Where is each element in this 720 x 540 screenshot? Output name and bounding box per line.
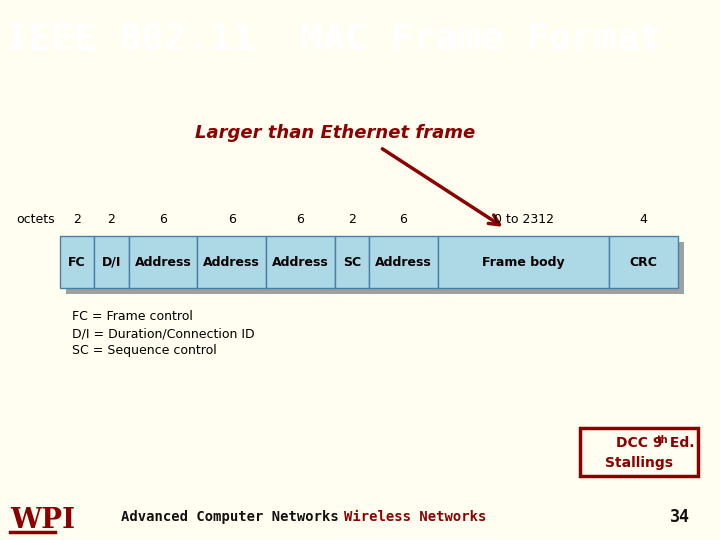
Text: CRC: CRC <box>630 256 657 269</box>
Text: 6: 6 <box>297 213 305 226</box>
Bar <box>438 237 609 288</box>
Bar <box>369 237 438 288</box>
Bar <box>60 237 94 288</box>
Text: D/I = Duration/Connection ID: D/I = Duration/Connection ID <box>72 327 255 340</box>
Text: 34: 34 <box>670 508 690 526</box>
Bar <box>609 237 678 288</box>
Text: 4: 4 <box>640 213 647 226</box>
FancyArrowPatch shape <box>382 149 500 225</box>
Text: Stallings: Stallings <box>605 456 673 470</box>
Bar <box>266 237 335 288</box>
Text: th: th <box>657 435 669 445</box>
Text: 0 to 2312: 0 to 2312 <box>493 213 554 226</box>
Text: D/I: D/I <box>102 256 121 269</box>
Bar <box>94 237 129 288</box>
Text: Address: Address <box>375 256 432 269</box>
Text: 2: 2 <box>73 213 81 226</box>
Bar <box>197 237 266 288</box>
Text: WPI: WPI <box>10 507 75 534</box>
Bar <box>580 428 698 476</box>
Text: IEEE 802.11  MAC Frame Format: IEEE 802.11 MAC Frame Format <box>6 23 662 59</box>
Text: FC: FC <box>68 256 86 269</box>
Text: Frame body: Frame body <box>482 256 564 269</box>
Text: FC = Frame control: FC = Frame control <box>72 310 193 323</box>
Text: 6: 6 <box>228 213 235 226</box>
Text: Wireless Networks: Wireless Networks <box>344 510 486 524</box>
Text: 2: 2 <box>348 213 356 226</box>
Text: Ed.: Ed. <box>665 436 695 450</box>
Text: 6: 6 <box>400 213 408 226</box>
Text: Address: Address <box>272 256 329 269</box>
Text: octets: octets <box>17 213 55 226</box>
Text: SC: SC <box>343 256 361 269</box>
Bar <box>66 242 684 294</box>
Text: Larger than Ethernet frame: Larger than Ethernet frame <box>195 124 475 143</box>
Text: DCC 9: DCC 9 <box>616 436 662 450</box>
Text: SC = Sequence control: SC = Sequence control <box>72 345 217 357</box>
Text: Advanced Computer Networks: Advanced Computer Networks <box>121 510 339 524</box>
Text: 2: 2 <box>107 213 115 226</box>
Text: Address: Address <box>135 256 192 269</box>
Text: 6: 6 <box>159 213 167 226</box>
Bar <box>335 237 369 288</box>
Bar <box>129 237 197 288</box>
Text: Address: Address <box>203 256 260 269</box>
